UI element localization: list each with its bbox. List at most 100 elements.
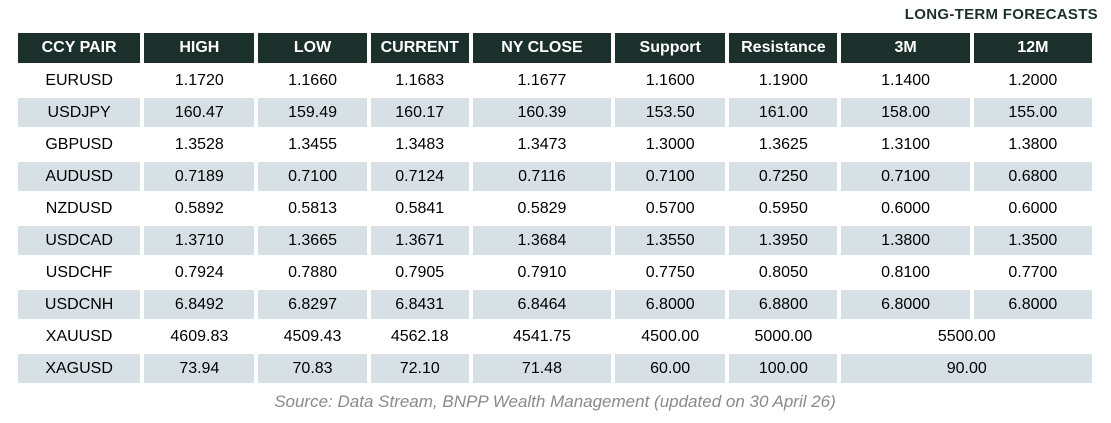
column-header-ccy-pair: CCY PAIR [18, 33, 141, 63]
cell-resistance: 0.7250 [729, 162, 838, 191]
table-body: EURUSD 1.1720 1.1660 1.1683 1.1677 1.1600 1.19… [18, 66, 1092, 383]
cell-ny-close: 1.3684 [472, 226, 612, 255]
source-note: Source: Data Stream, BNPP Wealth Managem… [274, 392, 836, 411]
cell-resistance: 1.3950 [729, 226, 838, 255]
cell-ccy-pair: USDCNH [18, 290, 141, 319]
table-row-nzdusd: NZDUSD 0.5892 0.5813 0.5841 0.5829 0.5700 0.59… [18, 194, 1092, 223]
cell-high: 6.8492 [144, 290, 255, 319]
cell-support: 1.3550 [615, 226, 726, 255]
cell-12m: 0.6000 [973, 194, 1092, 223]
cell-current: 6.8431 [370, 290, 469, 319]
cell-ny-close: 1.3473 [472, 130, 612, 159]
cell-low: 1.3455 [258, 130, 367, 159]
cell-forecast-merged: 90.00 [841, 354, 1092, 383]
cell-resistance: 161.00 [729, 98, 838, 127]
cell-ny-close: 6.8464 [472, 290, 612, 319]
cell-high: 1.1720 [144, 66, 255, 95]
cell-current: 4562.18 [370, 322, 469, 351]
cell-high: 160.47 [144, 98, 255, 127]
column-header-support: Support [615, 33, 726, 63]
cell-ny-close: 71.48 [472, 354, 612, 383]
cell-high: 73.94 [144, 354, 255, 383]
cell-3m: 1.3100 [841, 130, 970, 159]
cell-current: 0.7124 [370, 162, 469, 191]
table-row-usdcnh: USDCNH 6.8492 6.8297 6.8431 6.8464 6.8000 6.88… [18, 290, 1092, 319]
cell-ccy-pair: XAUUSD [18, 322, 141, 351]
cell-ny-close: 0.5829 [472, 194, 612, 223]
cell-support: 153.50 [615, 98, 726, 127]
cell-ccy-pair: NZDUSD [18, 194, 141, 223]
cell-current: 72.10 [370, 354, 469, 383]
long-term-forecasts-label: LONG-TERM FORECASTS [904, 6, 1098, 23]
cell-low: 159.49 [258, 98, 367, 127]
table-row-usdjpy: USDJPY 160.47 159.49 160.17 160.39 153.50 161.… [18, 98, 1092, 127]
fx-forecast-table: CCY PAIR HIGH LOW CURRENT NY CLOSE Support Res… [14, 30, 1096, 386]
cell-support: 0.7750 [615, 258, 726, 287]
cell-support: 1.3000 [615, 130, 726, 159]
table-header-row: CCY PAIR HIGH LOW CURRENT NY CLOSE Support Res… [18, 33, 1092, 63]
cell-high: 1.3710 [144, 226, 255, 255]
table-row-audusd: AUDUSD 0.7189 0.7100 0.7124 0.7116 0.7100 0.72… [18, 162, 1092, 191]
cell-low: 1.3665 [258, 226, 367, 255]
cell-ccy-pair: USDJPY [18, 98, 141, 127]
cell-12m: 0.6800 [973, 162, 1092, 191]
cell-support: 0.7100 [615, 162, 726, 191]
cell-resistance: 1.3625 [729, 130, 838, 159]
cell-resistance: 0.5950 [729, 194, 838, 223]
cell-low: 70.83 [258, 354, 367, 383]
cell-12m: 1.3500 [973, 226, 1092, 255]
cell-low: 0.7100 [258, 162, 367, 191]
column-header-current: CURRENT [370, 33, 469, 63]
cell-resistance: 5000.00 [729, 322, 838, 351]
cell-high: 1.3528 [144, 130, 255, 159]
cell-support: 60.00 [615, 354, 726, 383]
column-header-3m: 3M [841, 33, 970, 63]
cell-support: 6.8000 [615, 290, 726, 319]
cell-ny-close: 0.7116 [472, 162, 612, 191]
cell-resistance: 6.8800 [729, 290, 838, 319]
cell-support: 4500.00 [615, 322, 726, 351]
cell-high: 0.7924 [144, 258, 255, 287]
cell-low: 0.7880 [258, 258, 367, 287]
cell-resistance: 100.00 [729, 354, 838, 383]
cell-3m: 0.8100 [841, 258, 970, 287]
cell-3m: 6.8000 [841, 290, 970, 319]
column-header-ny-close: NY CLOSE [472, 33, 612, 63]
column-header-high: HIGH [144, 33, 255, 63]
cell-3m: 0.6000 [841, 194, 970, 223]
table-row-usdcad: USDCAD 1.3710 1.3665 1.3671 1.3684 1.3550 1.39… [18, 226, 1092, 255]
table-row-usdchf: USDCHF 0.7924 0.7880 0.7905 0.7910 0.7750 0.80… [18, 258, 1092, 287]
cell-forecast-merged: 5500.00 [841, 322, 1092, 351]
column-header-12m: 12M [973, 33, 1092, 63]
cell-resistance: 1.1900 [729, 66, 838, 95]
cell-low: 0.5813 [258, 194, 367, 223]
cell-ccy-pair: EURUSD [18, 66, 141, 95]
cell-3m: 158.00 [841, 98, 970, 127]
cell-ccy-pair: AUDUSD [18, 162, 141, 191]
table-row-xagusd: XAGUSD 73.94 70.83 72.10 71.48 60.00 100.00 90.… [18, 354, 1092, 383]
cell-12m: 6.8000 [973, 290, 1092, 319]
cell-support: 1.1600 [615, 66, 726, 95]
cell-low: 1.1660 [258, 66, 367, 95]
table-row-xauusd: XAUUSD 4609.83 4509.43 4562.18 4541.75 4500.0… [18, 322, 1092, 351]
cell-3m: 1.1400 [841, 66, 970, 95]
cell-12m: 0.7700 [973, 258, 1092, 287]
cell-12m: 1.3800 [973, 130, 1092, 159]
cell-ccy-pair: USDCHF [18, 258, 141, 287]
cell-ny-close: 160.39 [472, 98, 612, 127]
column-header-low: LOW [258, 33, 367, 63]
cell-current: 160.17 [370, 98, 469, 127]
cell-ny-close: 4541.75 [472, 322, 612, 351]
column-header-resistance: Resistance [729, 33, 838, 63]
cell-high: 0.5892 [144, 194, 255, 223]
table-row-gbpusd: GBPUSD 1.3528 1.3455 1.3483 1.3473 1.3000 1.36… [18, 130, 1092, 159]
cell-12m: 1.2000 [973, 66, 1092, 95]
cell-low: 6.8297 [258, 290, 367, 319]
cell-low: 4509.43 [258, 322, 367, 351]
cell-current: 1.3671 [370, 226, 469, 255]
cell-ny-close: 1.1677 [472, 66, 612, 95]
cell-high: 4609.83 [144, 322, 255, 351]
cell-ccy-pair: USDCAD [18, 226, 141, 255]
cell-3m: 1.3800 [841, 226, 970, 255]
